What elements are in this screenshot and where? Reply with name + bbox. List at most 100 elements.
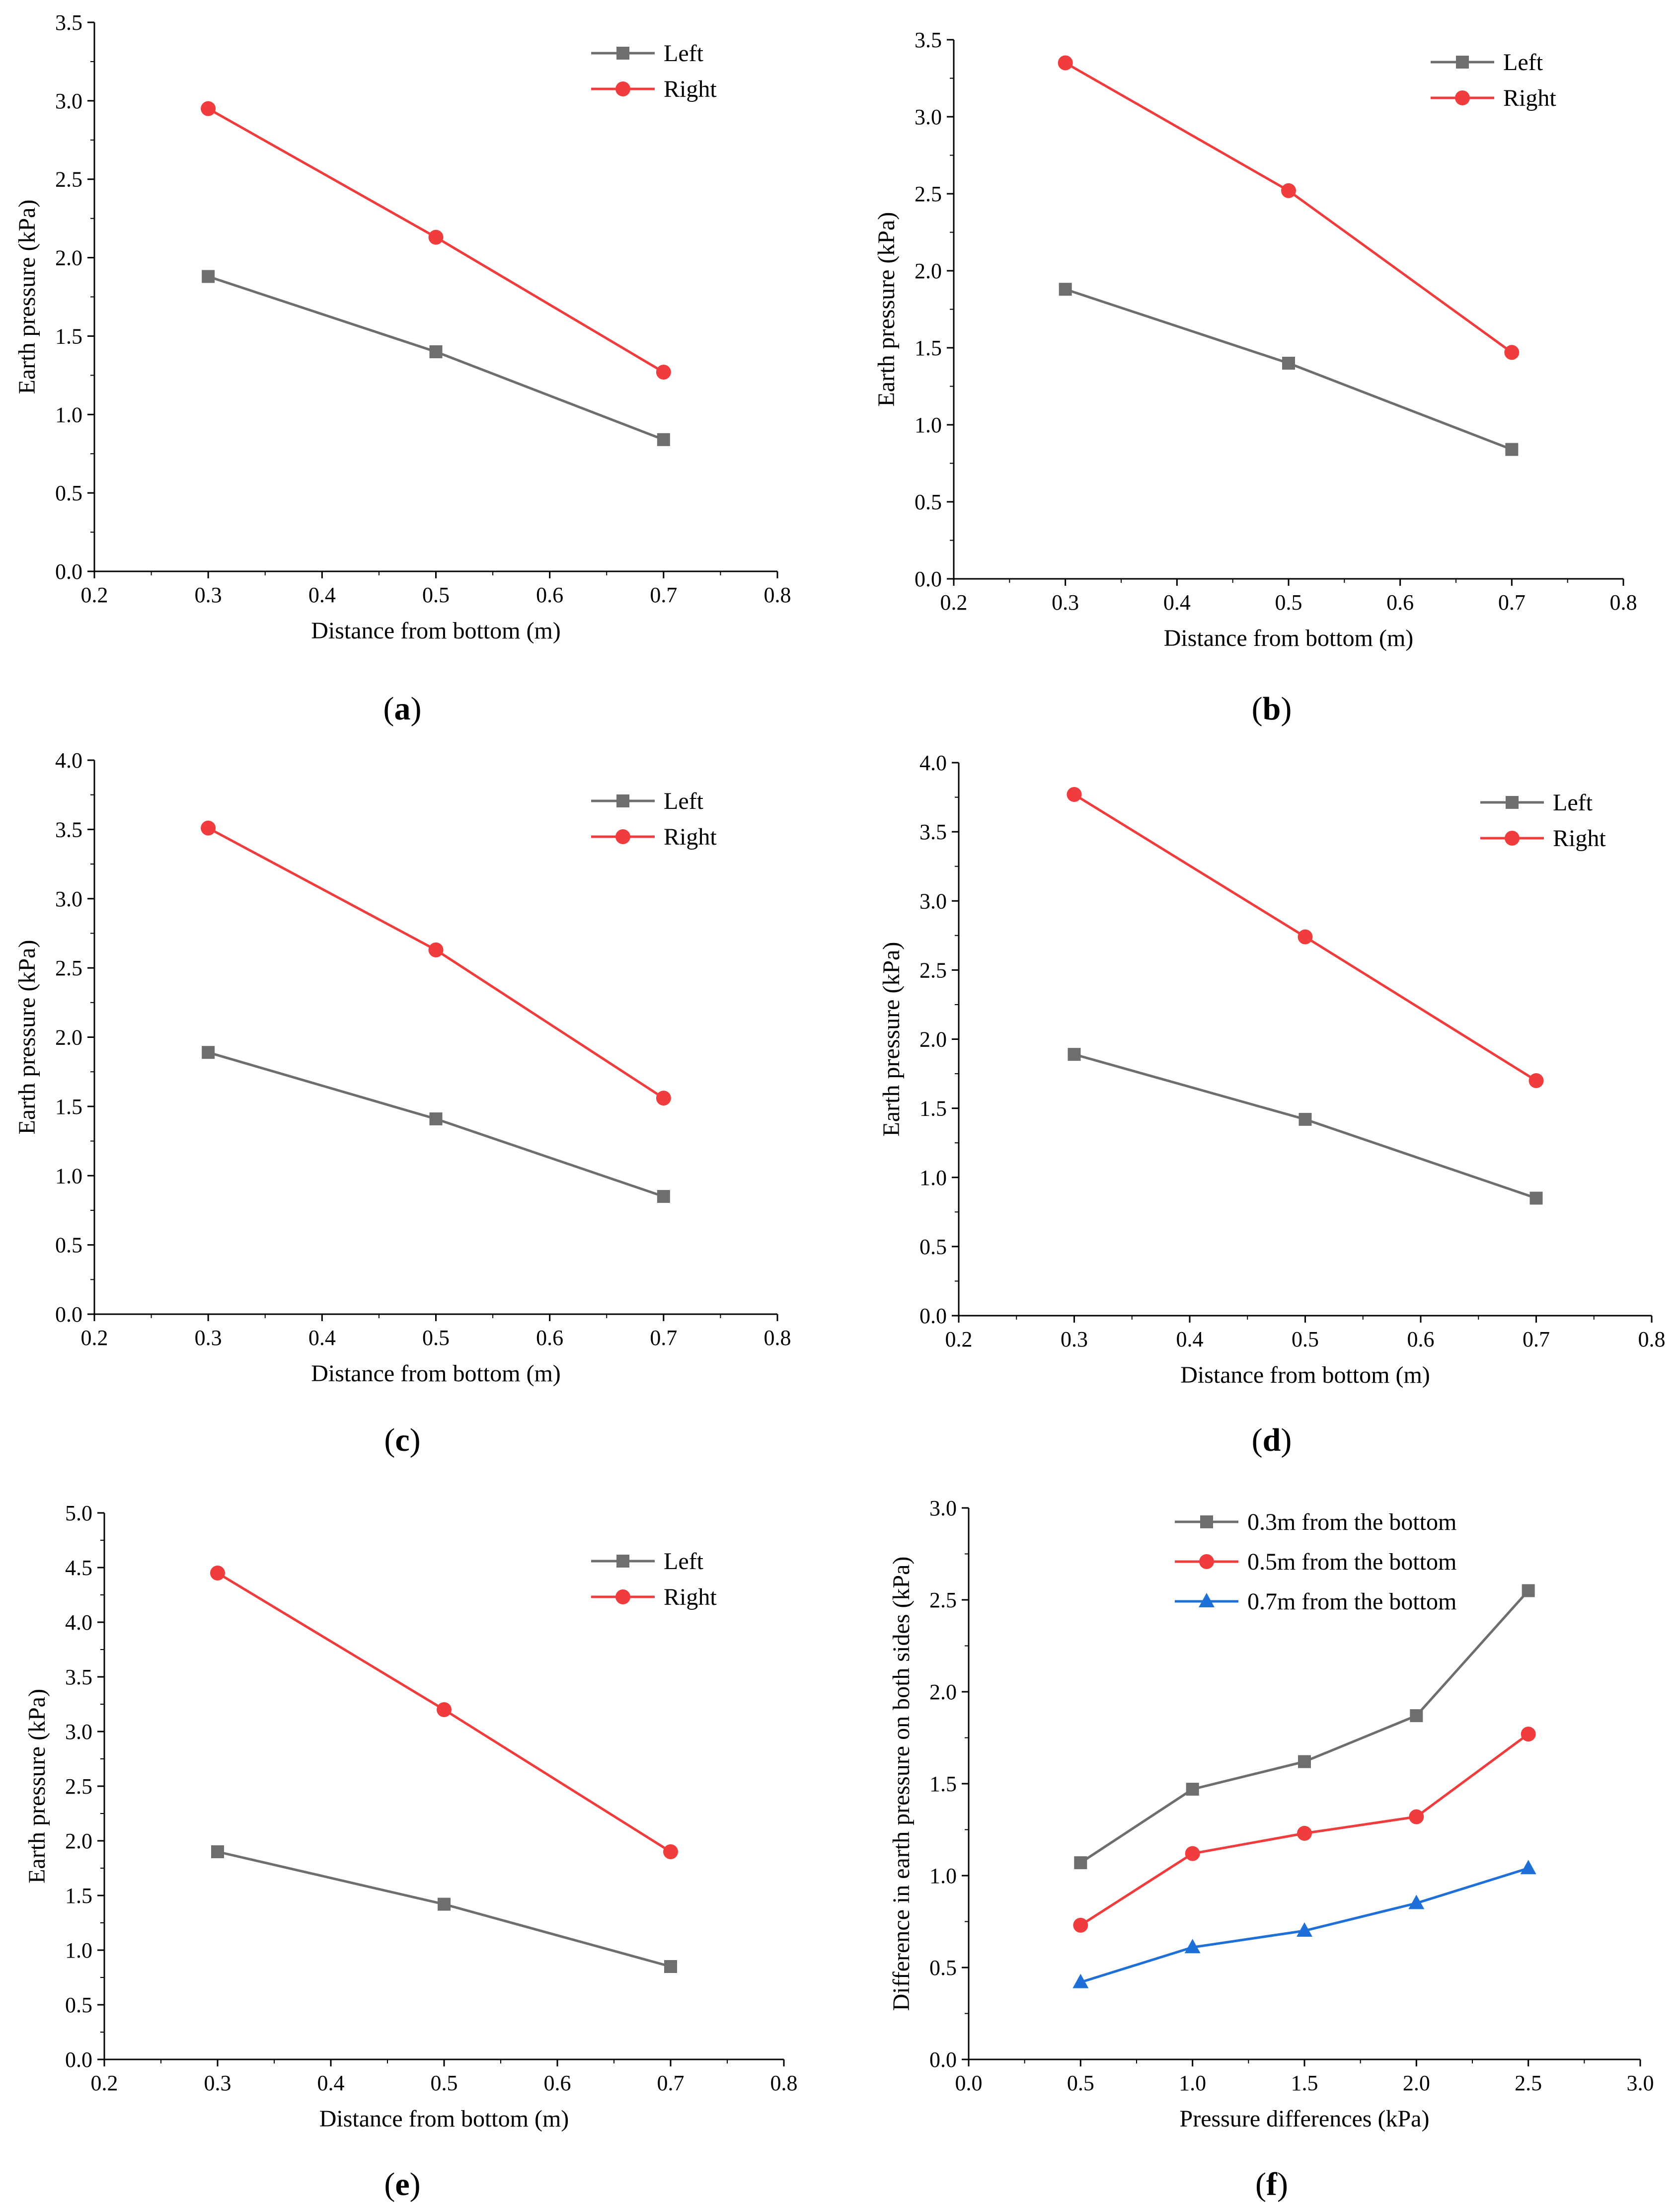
legend-label: Right <box>664 76 717 102</box>
data-point <box>1528 1073 1544 1088</box>
series-1 <box>201 101 671 380</box>
y-tick-label: 1.0 <box>55 1164 82 1188</box>
x-tick-label: 0.5 <box>422 1326 450 1350</box>
legend-marker <box>1506 796 1519 809</box>
data-point <box>657 1190 670 1203</box>
panel-letter: d <box>1263 1422 1281 1458</box>
y-tick-label: 4.5 <box>65 1556 92 1580</box>
y-tick-label: 1.5 <box>919 1097 947 1121</box>
data-point <box>1072 1973 1089 1988</box>
series-0 <box>1068 1048 1543 1205</box>
chart-panel-e: 0.0 0.5 1.0 1.5 2.0 2.5 3.0 3.5 4.0 4.5 5.0 0.2 0.3 0… <box>24 1501 798 2203</box>
y-axis-title: Earth pressure (kPa) <box>14 940 40 1135</box>
data-point <box>1408 1894 1425 1909</box>
panel-label: (e) <box>384 2166 420 2203</box>
data-point <box>1073 1917 1088 1933</box>
x-tick-label: 0.3 <box>195 1326 222 1350</box>
data-point <box>1067 787 1082 802</box>
legend-marker <box>1456 56 1469 69</box>
panel-label: (c) <box>384 1422 420 1458</box>
y-tick-label: 5.0 <box>65 1501 92 1525</box>
y-tick-label: 2.5 <box>65 1774 92 1799</box>
y-tick-label: 2.5 <box>55 956 82 980</box>
y-tick-label: 3.5 <box>915 28 942 52</box>
data-point <box>1298 1755 1311 1768</box>
x-tick-label: 0.6 <box>536 583 563 607</box>
panel-letter: f <box>1266 2166 1278 2203</box>
data-point <box>1059 283 1072 296</box>
legend-marker <box>615 829 630 844</box>
x-axis-title: Distance from bottom (m) <box>319 2106 569 2132</box>
data-point <box>429 1112 443 1125</box>
legend: Left Right <box>1431 49 1556 111</box>
panel-letter: c <box>395 1422 409 1458</box>
y-axis-title: Earth pressure (kPa) <box>24 1689 50 1884</box>
panel-label: (b) <box>1252 691 1292 727</box>
legend: Left Right <box>591 788 717 850</box>
y-tick-label: 2.0 <box>929 1680 957 1704</box>
data-point <box>202 1046 215 1059</box>
series-line <box>207 827 665 1100</box>
x-tick-label: 0.4 <box>308 1326 336 1350</box>
y-tick-label: 4.0 <box>55 748 82 773</box>
x-tick-label: 0.8 <box>770 2071 798 2095</box>
legend-marker <box>615 1589 630 1604</box>
y-tick-label: 1.5 <box>915 336 942 360</box>
y-tick-label: 3.0 <box>929 1496 957 1520</box>
data-point <box>664 1960 677 1973</box>
data-point <box>1505 443 1519 456</box>
series-1 <box>1073 1727 1536 1933</box>
x-tick-label: 0.7 <box>1523 1327 1550 1351</box>
chart-panel-d: 0.0 0.5 1.0 1.5 2.0 2.5 3.0 3.5 4.0 0.2 0.3 0.4 0.5 0… <box>878 751 1666 1458</box>
y-tick-label: 3.5 <box>55 10 82 35</box>
data-point <box>438 1897 451 1911</box>
legend-marker <box>1200 1515 1213 1528</box>
legend-marker <box>616 47 629 60</box>
x-tick-label: 0.6 <box>536 1326 563 1350</box>
series-2 <box>1072 1860 1536 1988</box>
data-point <box>1409 1809 1424 1824</box>
legend-label: 0.3m from the bottom <box>1247 1509 1456 1535</box>
legend-label: Left <box>664 1548 704 1575</box>
y-tick-label: 0.0 <box>919 1304 947 1328</box>
y-tick-label: 3.0 <box>55 887 82 911</box>
y-tick-label: 0.0 <box>915 567 942 591</box>
x-axis-title: Distance from bottom (m) <box>1164 625 1414 651</box>
y-tick-label: 3.0 <box>55 89 82 113</box>
x-axis-title: Distance from bottom (m) <box>311 618 561 644</box>
data-point <box>437 1702 452 1717</box>
x-tick-label: 2.5 <box>1515 2071 1542 2095</box>
x-tick-label: 2.0 <box>1403 2071 1430 2095</box>
x-tick-label: 0.6 <box>544 2071 571 2095</box>
y-axis-title: Difference in earth pressure on both sid… <box>888 1557 915 2011</box>
x-tick-label: 0.2 <box>91 2071 118 2095</box>
x-tick-label: 0.8 <box>1638 1327 1666 1351</box>
series-0 <box>1059 283 1519 456</box>
chart-panel-f: 0.0 0.5 1.0 1.5 2.0 2.5 3.0 0.0 0.5 1.0 1.5 2.0 2.5 3… <box>888 1496 1654 2203</box>
y-tick-label: 0.5 <box>55 481 82 505</box>
x-tick-label: 3.0 <box>1627 2071 1654 2095</box>
series-line <box>1079 1589 1529 1864</box>
y-tick-label: 2.0 <box>915 259 942 283</box>
series-0 <box>1074 1584 1535 1870</box>
x-tick-label: 0.3 <box>195 583 222 607</box>
x-tick-label: 0.7 <box>650 583 677 607</box>
x-tick-label: 0.7 <box>657 2071 685 2095</box>
series-line <box>1065 62 1513 354</box>
legend: Left Right <box>591 1548 717 1610</box>
data-point <box>1186 1783 1199 1796</box>
data-point <box>1281 183 1296 198</box>
y-tick-label: 1.0 <box>915 413 942 437</box>
x-tick-label: 0.2 <box>940 590 968 615</box>
x-tick-label: 0.3 <box>204 2071 231 2095</box>
data-point <box>210 1566 225 1580</box>
y-tick-label: 3.0 <box>65 1720 92 1744</box>
y-tick-label: 3.5 <box>919 820 947 844</box>
legend-marker <box>1199 1593 1215 1607</box>
legend-label: Left <box>1553 789 1593 816</box>
y-tick-label: 1.5 <box>929 1772 957 1796</box>
data-point <box>1185 1846 1200 1861</box>
x-tick-label: 0.5 <box>431 2071 458 2095</box>
data-point <box>1074 1856 1087 1870</box>
legend-marker <box>1199 1554 1214 1569</box>
